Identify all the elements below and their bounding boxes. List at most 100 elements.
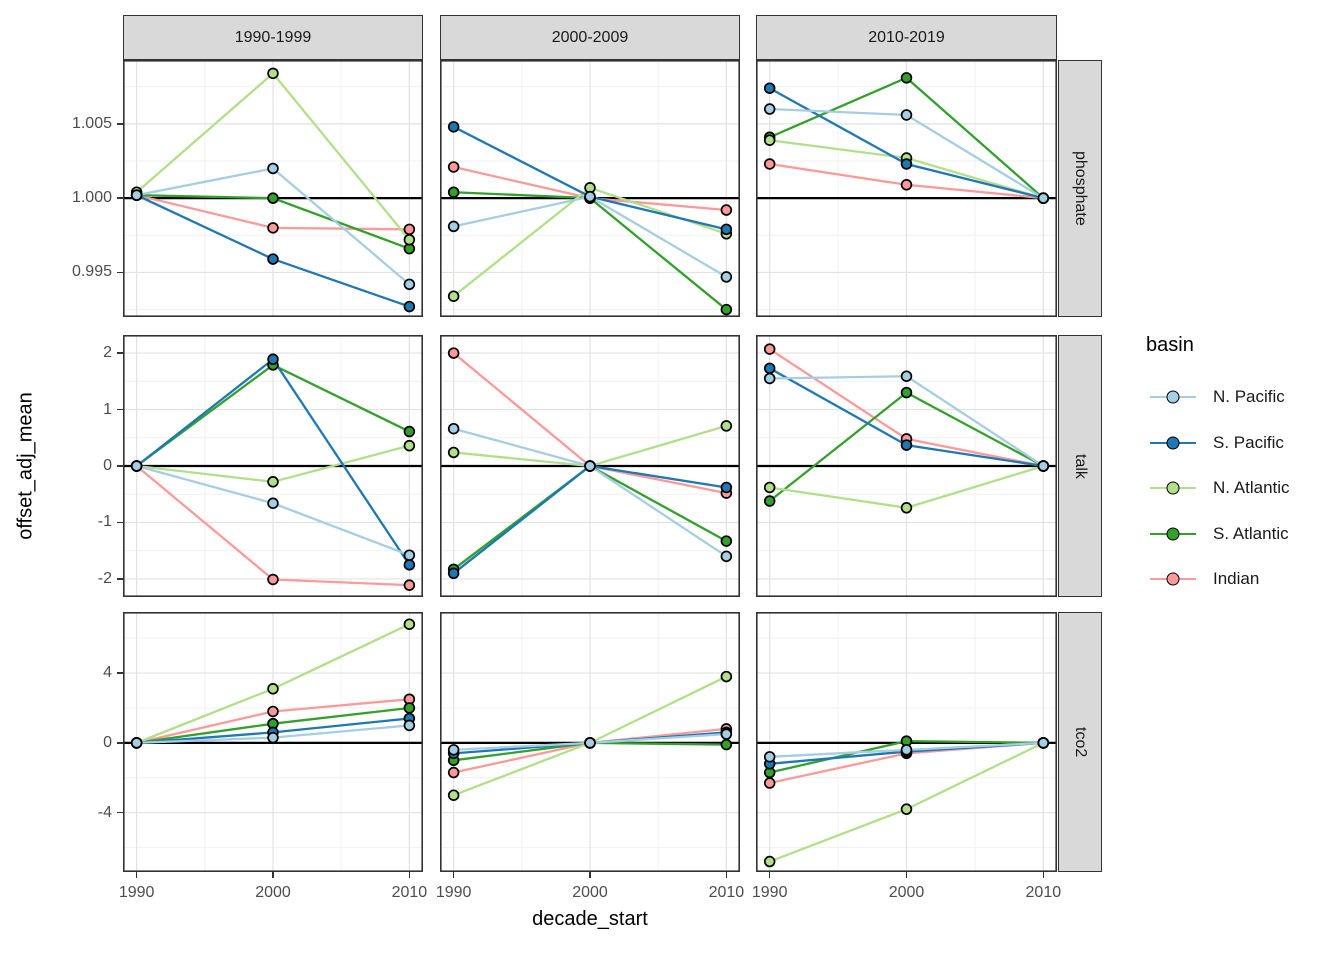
data-point-N. Atlantic [447,290,460,302]
y-axis-tick [117,408,123,411]
data-point-Indian [267,222,279,234]
x-axis-tick [905,872,908,878]
data-point-N. Pacific [763,372,776,385]
facet-strip-1990-1999: 1990-1999 [123,15,423,60]
data-point-Indian [447,766,460,779]
panel-tco2-2010-2019 [756,612,1057,872]
line-point-key-icon [1150,477,1196,499]
facet-strip-2000-2009: 2000-2009 [440,15,740,60]
data-point-N. Atlantic [403,439,416,452]
data-point-N. Atlantic [763,134,776,146]
y-axis-tick [117,521,123,524]
data-point-N. Atlantic [447,789,460,801]
data-point-Indian [720,204,733,216]
line-point-key-icon [1150,523,1196,545]
data-point-N. Pacific [267,162,279,175]
data-point-N. Atlantic [403,234,416,246]
x-axis-title: decade_start [532,908,648,930]
data-point-N. Pacific [267,497,279,510]
data-point-N. Pacific [130,189,143,201]
line-point-key-icon [1150,568,1196,590]
facet-strip-label: 1990-1999 [234,28,312,46]
y-axis-tick-label: 2 [103,344,112,362]
y-axis-tick-label: -4 [97,803,112,821]
data-point-N. Pacific [447,422,460,435]
data-point-N. Atlantic [267,683,279,695]
data-point-S. Atlantic [720,535,733,547]
data-point-N. Atlantic [763,855,776,868]
panel-phosphate-2010-2019 [756,60,1057,317]
y-axis-tick-label: 0.995 [71,263,112,281]
data-point-N. Pacific [720,271,733,283]
data-point-Indian [447,161,460,173]
data-point-N. Atlantic [403,618,416,630]
data-point-Indian [763,777,776,789]
x-axis-tick-label: 1990 [435,884,472,901]
panel-talk-2010-2019 [756,335,1057,597]
data-point-N. Pacific [1037,192,1050,204]
x-axis-tick-label: 2000 [572,884,608,901]
data-point-N. Pacific [763,751,776,763]
data-point-S. Atlantic [720,303,733,316]
data-point-S. Pacific [763,82,776,94]
data-point-N. Pacific [584,190,596,203]
y-axis-tick [117,352,123,354]
y-axis-tick [117,672,123,674]
line-point-key-icon [1150,432,1196,454]
legend-entry-label: S. Pacific [1213,433,1284,452]
x-axis-tick [725,872,728,878]
data-point-S. Pacific [720,481,733,494]
data-point-S. Pacific [403,559,416,571]
x-axis-tick-label: 2010 [1025,884,1062,901]
data-point-N. Pacific [403,719,416,732]
legend-entry-label: Indian [1213,569,1260,588]
y-axis-tick [117,465,123,467]
data-point-N. Pacific [900,370,913,382]
data-point-N. Atlantic [763,481,776,494]
y-axis-tick-label: -2 [97,569,112,587]
data-point-S. Pacific [267,253,279,265]
y-axis-tick-label: 4 [103,664,112,682]
data-point-N. Pacific [584,460,596,472]
legend-title: basin [1146,334,1194,356]
data-point-N. Atlantic [267,476,279,488]
facet-strip-talk: talk [1058,335,1102,597]
y-axis-tick-label: 0 [103,457,112,474]
y-axis-tick [117,197,123,199]
data-point-S. Pacific [900,439,913,451]
data-point-N. Pacific [900,744,913,756]
x-axis-tick-label: 1990 [751,884,788,901]
legend-entry-s-atlantic: S. Atlantic [1150,522,1289,546]
data-point-N. Pacific [403,549,416,561]
x-axis-tick [589,872,591,878]
legend-entry-n-pacific: N. Pacific [1150,385,1285,409]
y-axis-tick-label: 1.005 [71,114,112,132]
y-axis-tick-label: 1.000 [71,189,112,207]
data-point-S. Atlantic [403,425,416,438]
y-axis-tick [117,578,123,580]
y-axis-tick [117,271,123,274]
data-point-S. Atlantic [900,386,913,399]
data-point-N. Pacific [403,278,416,291]
data-point-N. Pacific [1037,460,1050,472]
y-axis-tick [117,123,123,125]
legend-entry-indian: Indian [1150,567,1259,591]
x-axis-tick [452,872,455,878]
facet-strip-tco2: tco2 [1058,612,1102,872]
facet-strip-label: 2010-2019 [868,28,945,46]
x-axis-tick-label: 2000 [888,884,925,901]
data-point-S. Pacific [900,158,913,170]
data-point-Indian [900,179,913,191]
facet-strip-label: phosphate [1072,151,1089,226]
data-point-Indian [267,705,279,718]
panel-talk-2000-2009 [440,335,740,597]
data-point-S. Atlantic [720,738,733,751]
data-point-S. Pacific [267,353,279,366]
y-axis-tick-label: -1 [97,513,112,531]
panel-phosphate-2000-2009 [440,60,740,317]
panel-talk-1990-1999 [123,335,423,597]
data-point-S. Pacific [763,362,776,375]
data-point-N. Pacific [130,460,143,472]
data-point-Indian [403,579,416,591]
